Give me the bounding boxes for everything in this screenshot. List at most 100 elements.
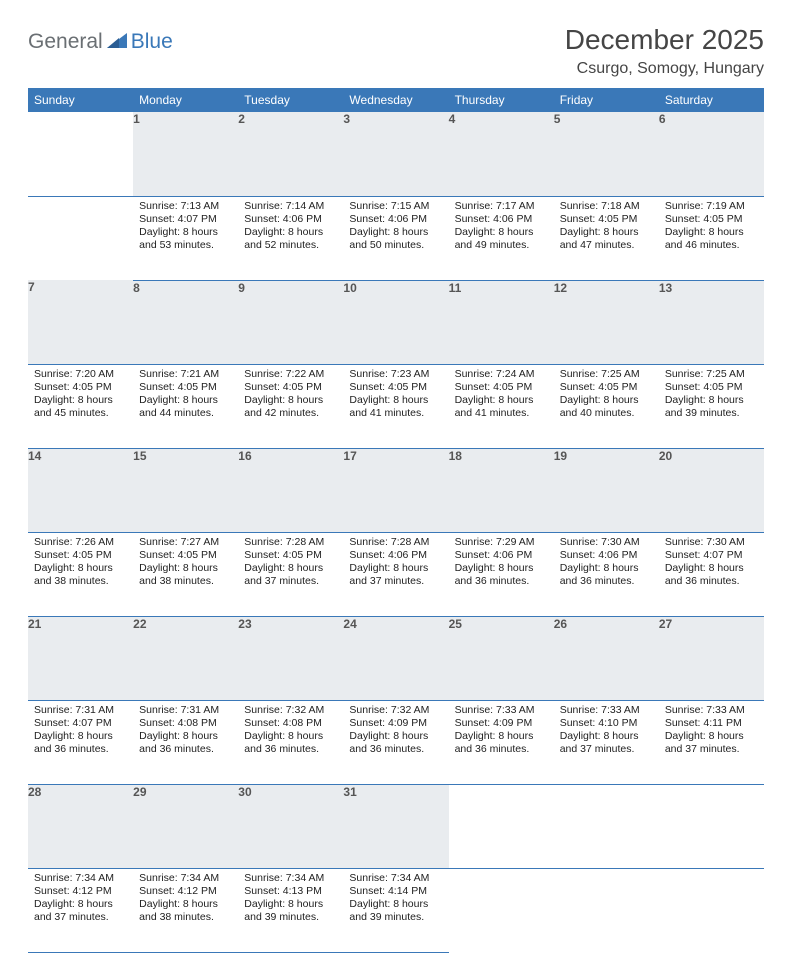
sunset-text: Sunset: 4:08 PM: [139, 717, 232, 730]
day-number-cell: [449, 784, 554, 868]
day-cell-body: Sunrise: 7:17 AMSunset: 4:06 PMDaylight:…: [449, 197, 554, 259]
day-cell-body: Sunrise: 7:21 AMSunset: 4:05 PMDaylight:…: [133, 365, 238, 427]
day2-text: and 36 minutes.: [34, 743, 127, 756]
sunset-text: Sunset: 4:06 PM: [455, 213, 548, 226]
logo-sail-icon: [107, 31, 129, 54]
day-number-cell: 5: [554, 112, 659, 196]
day-number-cell: 26: [554, 616, 659, 700]
day2-text: and 39 minutes.: [349, 911, 442, 924]
day-cell-body: Sunrise: 7:13 AMSunset: 4:07 PMDaylight:…: [133, 197, 238, 259]
day-cell: Sunrise: 7:26 AMSunset: 4:05 PMDaylight:…: [28, 532, 133, 616]
day-cell: Sunrise: 7:20 AMSunset: 4:05 PMDaylight:…: [28, 364, 133, 448]
day-number-cell: 4: [449, 112, 554, 196]
day1-text: Daylight: 8 hours: [455, 226, 548, 239]
sunrise-text: Sunrise: 7:34 AM: [139, 872, 232, 885]
day2-text: and 38 minutes.: [34, 575, 127, 588]
day-number-cell: 23: [238, 616, 343, 700]
sunset-text: Sunset: 4:05 PM: [34, 549, 127, 562]
week-row: Sunrise: 7:26 AMSunset: 4:05 PMDaylight:…: [28, 532, 764, 616]
day-number-cell: 10: [343, 280, 448, 364]
day-number-cell: 27: [659, 616, 764, 700]
day-cell: Sunrise: 7:28 AMSunset: 4:05 PMDaylight:…: [238, 532, 343, 616]
day-cell-body: Sunrise: 7:25 AMSunset: 4:05 PMDaylight:…: [554, 365, 659, 427]
day-cell: Sunrise: 7:33 AMSunset: 4:10 PMDaylight:…: [554, 700, 659, 784]
day-cell-body: Sunrise: 7:31 AMSunset: 4:08 PMDaylight:…: [133, 701, 238, 763]
day-cell-body: Sunrise: 7:26 AMSunset: 4:05 PMDaylight:…: [28, 533, 133, 595]
day-cell: Sunrise: 7:23 AMSunset: 4:05 PMDaylight:…: [343, 364, 448, 448]
day2-text: and 36 minutes.: [560, 575, 653, 588]
day-cell-body: Sunrise: 7:33 AMSunset: 4:11 PMDaylight:…: [659, 701, 764, 763]
day2-text: and 52 minutes.: [244, 239, 337, 252]
sunset-text: Sunset: 4:05 PM: [139, 381, 232, 394]
day-cell: Sunrise: 7:32 AMSunset: 4:09 PMDaylight:…: [343, 700, 448, 784]
sunrise-text: Sunrise: 7:17 AM: [455, 200, 548, 213]
sunrise-text: Sunrise: 7:18 AM: [560, 200, 653, 213]
day2-text: and 36 minutes.: [665, 575, 758, 588]
day-cell-body: Sunrise: 7:24 AMSunset: 4:05 PMDaylight:…: [449, 365, 554, 427]
day1-text: Daylight: 8 hours: [349, 562, 442, 575]
sunset-text: Sunset: 4:06 PM: [455, 549, 548, 562]
day2-text: and 36 minutes.: [244, 743, 337, 756]
day-cell: [659, 868, 764, 952]
sunset-text: Sunset: 4:13 PM: [244, 885, 337, 898]
header-row: General Blue December 2025 Csurgo, Somog…: [28, 24, 764, 78]
day1-text: Daylight: 8 hours: [455, 730, 548, 743]
day-number-cell: 18: [449, 448, 554, 532]
day1-text: Daylight: 8 hours: [349, 226, 442, 239]
day-cell-body: Sunrise: 7:33 AMSunset: 4:10 PMDaylight:…: [554, 701, 659, 763]
day-number-cell: 24: [343, 616, 448, 700]
sunrise-text: Sunrise: 7:25 AM: [560, 368, 653, 381]
day2-text: and 41 minutes.: [455, 407, 548, 420]
day-number-cell: 8: [133, 280, 238, 364]
sunset-text: Sunset: 4:05 PM: [244, 549, 337, 562]
day-cell: Sunrise: 7:28 AMSunset: 4:06 PMDaylight:…: [343, 532, 448, 616]
day-cell-body: Sunrise: 7:19 AMSunset: 4:05 PMDaylight:…: [659, 197, 764, 259]
day-cell: Sunrise: 7:25 AMSunset: 4:05 PMDaylight:…: [554, 364, 659, 448]
day-cell: Sunrise: 7:17 AMSunset: 4:06 PMDaylight:…: [449, 196, 554, 280]
sunset-text: Sunset: 4:07 PM: [139, 213, 232, 226]
day-cell-body: Sunrise: 7:29 AMSunset: 4:06 PMDaylight:…: [449, 533, 554, 595]
day1-text: Daylight: 8 hours: [349, 730, 442, 743]
sunset-text: Sunset: 4:07 PM: [665, 549, 758, 562]
day-cell: Sunrise: 7:30 AMSunset: 4:06 PMDaylight:…: [554, 532, 659, 616]
day-cell: Sunrise: 7:34 AMSunset: 4:12 PMDaylight:…: [133, 868, 238, 952]
sunset-text: Sunset: 4:14 PM: [349, 885, 442, 898]
day1-text: Daylight: 8 hours: [139, 562, 232, 575]
sunset-text: Sunset: 4:09 PM: [455, 717, 548, 730]
day1-text: Daylight: 8 hours: [139, 730, 232, 743]
day-cell-body: Sunrise: 7:34 AMSunset: 4:12 PMDaylight:…: [28, 869, 133, 931]
day-number-cell: 9: [238, 280, 343, 364]
day1-text: Daylight: 8 hours: [34, 394, 127, 407]
day-cell: Sunrise: 7:14 AMSunset: 4:06 PMDaylight:…: [238, 196, 343, 280]
day-cell-body: Sunrise: 7:30 AMSunset: 4:07 PMDaylight:…: [659, 533, 764, 595]
day1-text: Daylight: 8 hours: [139, 226, 232, 239]
day-number-row: 21222324252627: [28, 616, 764, 700]
sunrise-text: Sunrise: 7:33 AM: [455, 704, 548, 717]
day2-text: and 36 minutes.: [139, 743, 232, 756]
day-cell: Sunrise: 7:34 AMSunset: 4:12 PMDaylight:…: [28, 868, 133, 952]
sunrise-text: Sunrise: 7:33 AM: [665, 704, 758, 717]
sunrise-text: Sunrise: 7:25 AM: [665, 368, 758, 381]
sunrise-text: Sunrise: 7:23 AM: [349, 368, 442, 381]
calendar-page: General Blue December 2025 Csurgo, Somog…: [0, 0, 792, 973]
month-title: December 2025: [565, 24, 764, 56]
logo-text-blue: Blue: [131, 30, 173, 54]
day-cell: Sunrise: 7:34 AMSunset: 4:14 PMDaylight:…: [343, 868, 448, 952]
day1-text: Daylight: 8 hours: [560, 394, 653, 407]
day-number-row: 123456: [28, 112, 764, 196]
location-text: Csurgo, Somogy, Hungary: [565, 60, 764, 78]
day-cell: Sunrise: 7:25 AMSunset: 4:05 PMDaylight:…: [659, 364, 764, 448]
day1-text: Daylight: 8 hours: [244, 898, 337, 911]
weekday-header: Wednesday: [343, 88, 448, 112]
sunset-text: Sunset: 4:05 PM: [139, 549, 232, 562]
sunrise-text: Sunrise: 7:30 AM: [560, 536, 653, 549]
day-number-cell: 13: [659, 280, 764, 364]
sunset-text: Sunset: 4:05 PM: [665, 381, 758, 394]
day1-text: Daylight: 8 hours: [665, 394, 758, 407]
sunrise-text: Sunrise: 7:28 AM: [349, 536, 442, 549]
day2-text: and 47 minutes.: [560, 239, 653, 252]
day-cell: [449, 868, 554, 952]
day-cell-body: Sunrise: 7:18 AMSunset: 4:05 PMDaylight:…: [554, 197, 659, 259]
sunrise-text: Sunrise: 7:20 AM: [34, 368, 127, 381]
day-cell: Sunrise: 7:34 AMSunset: 4:13 PMDaylight:…: [238, 868, 343, 952]
